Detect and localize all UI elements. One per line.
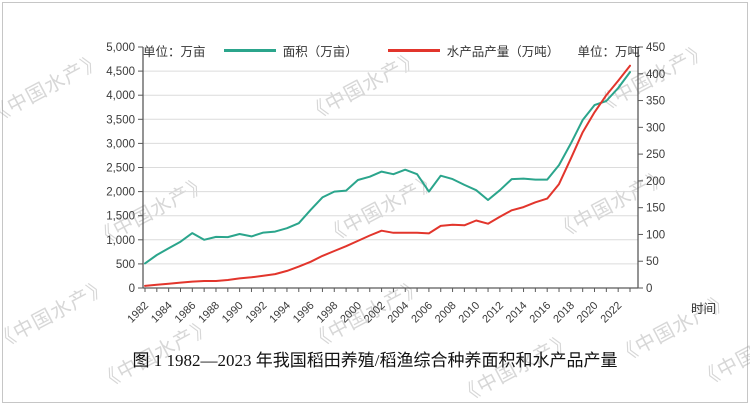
svg-text:2014: 2014: [504, 300, 530, 326]
legend-item-area: 面积（万亩）: [223, 41, 358, 60]
svg-text:2012: 2012: [480, 300, 506, 326]
output-series-swatch: [387, 49, 440, 52]
svg-text:1996: 1996: [291, 300, 317, 326]
svg-text:2020: 2020: [575, 300, 601, 326]
svg-text:1,000: 1,000: [106, 235, 135, 247]
svg-text:100: 100: [646, 229, 665, 241]
svg-text:2016: 2016: [528, 300, 554, 326]
figure-caption: 图 1 1982—2023 年我国稻田养殖/稻渔综合种养面积和水产品产量: [132, 351, 618, 370]
legend: 面积（万亩） 水产品产量（万吨）: [223, 41, 560, 60]
svg-text:3,500: 3,500: [106, 114, 135, 126]
svg-text:1986: 1986: [173, 300, 199, 326]
svg-text:2,000: 2,000: [106, 187, 135, 199]
svg-text:2004: 2004: [386, 300, 412, 326]
svg-text:0: 0: [646, 283, 652, 295]
legend-label-area: 面积（万亩）: [282, 45, 358, 59]
svg-text:3,000: 3,000: [106, 138, 135, 150]
svg-text:450: 450: [646, 42, 665, 54]
svg-text:5,000: 5,000: [106, 42, 135, 54]
svg-text:2002: 2002: [362, 300, 388, 326]
legend-label-output: 水产品产量（万吨）: [446, 45, 560, 59]
svg-text:500: 500: [116, 259, 135, 271]
left-axis-unit-label: 单位：万亩: [143, 45, 206, 59]
svg-text:2008: 2008: [433, 300, 459, 326]
svg-text:2006: 2006: [409, 300, 435, 326]
svg-text:2010: 2010: [457, 300, 483, 326]
x-axis-title: 时间: [691, 302, 717, 316]
chart-header: 单位：万亩 面积（万亩） 水产品产量（万吨） 单位：万吨: [143, 41, 640, 60]
svg-text:1982: 1982: [125, 300, 151, 326]
right-axis-unit-label: 单位：万吨: [577, 45, 640, 59]
svg-text:1990: 1990: [220, 300, 246, 326]
svg-text:200: 200: [646, 176, 665, 188]
svg-text:1992: 1992: [244, 300, 270, 326]
svg-text:2000: 2000: [338, 300, 364, 326]
svg-text:1994: 1994: [267, 300, 293, 326]
area-series-swatch: [223, 49, 276, 52]
svg-text:400: 400: [646, 69, 665, 81]
svg-text:150: 150: [646, 203, 665, 215]
svg-text:2018: 2018: [551, 300, 577, 326]
svg-text:350: 350: [646, 96, 665, 108]
svg-text:1,500: 1,500: [106, 211, 135, 223]
svg-text:4,000: 4,000: [106, 90, 135, 102]
svg-text:2022: 2022: [599, 300, 625, 326]
svg-text:300: 300: [646, 122, 665, 134]
svg-text:2,500: 2,500: [106, 163, 135, 175]
svg-text:1984: 1984: [149, 300, 175, 326]
svg-text:50: 50: [646, 256, 659, 268]
svg-text:1988: 1988: [196, 300, 222, 326]
svg-text:1998: 1998: [315, 300, 341, 326]
legend-item-output: 水产品产量（万吨）: [387, 41, 560, 60]
svg-text:4,500: 4,500: [106, 66, 135, 78]
svg-text:250: 250: [646, 149, 665, 161]
svg-text:0: 0: [129, 283, 135, 295]
